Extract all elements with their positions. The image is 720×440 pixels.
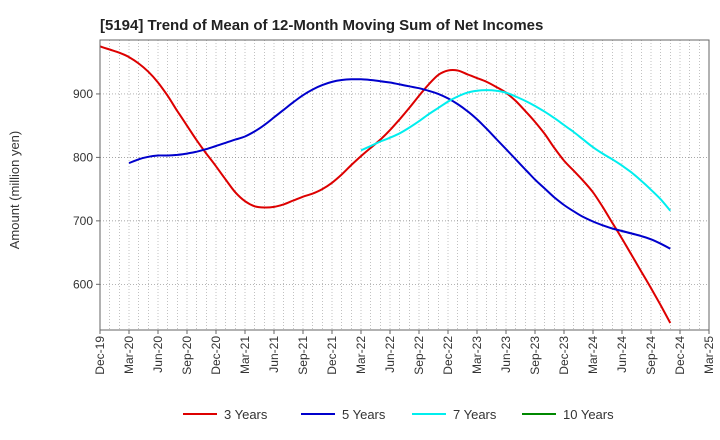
x-tick-label: Mar-20 (122, 336, 136, 374)
legend-label-5-years: 5 Years (342, 407, 386, 422)
x-tick-label: Mar-21 (238, 336, 252, 374)
x-tick-label: Sep-20 (180, 336, 194, 375)
x-tick-label: Dec-20 (209, 336, 223, 375)
x-tick-label: Jun-21 (267, 336, 281, 373)
x-tick-label: Sep-23 (528, 336, 542, 375)
chart-title: [5194] Trend of Mean of 12-Month Moving … (100, 17, 543, 34)
x-tick-label: Mar-22 (354, 336, 368, 374)
series-line-3-years (99, 45, 672, 324)
series-line-5-years (128, 78, 671, 250)
y-tick-label: 600 (73, 277, 93, 291)
x-tick-label: Sep-24 (644, 336, 658, 375)
grid (99, 40, 710, 330)
x-tick-label: Dec-21 (325, 336, 339, 375)
x-tick-label: Dec-23 (557, 336, 571, 375)
y-axis-ticks: 600 700 800 900 (73, 87, 100, 291)
x-tick-label: Sep-21 (296, 336, 310, 375)
x-tick-label: Mar-24 (586, 336, 600, 374)
x-tick-label: Dec-22 (441, 336, 455, 375)
x-tick-label: Jun-20 (151, 336, 165, 373)
x-tick-label: Sep-22 (412, 336, 426, 375)
y-axis-label: Amount (million yen) (7, 131, 22, 250)
legend-label-3-years: 3 Years (224, 407, 268, 422)
y-tick-label: 900 (73, 87, 93, 101)
y-tick-label: 700 (73, 214, 93, 228)
legend-label-10-years: 10 Years (563, 407, 614, 422)
y-tick-label: 800 (73, 150, 93, 164)
plot-frame (99, 39, 710, 331)
x-tick-label: Dec-24 (673, 336, 687, 375)
legend: 3 Years 5 Years 7 Years 10 Years (183, 407, 614, 422)
x-tick-label: Jun-22 (383, 336, 397, 373)
series-lines (99, 45, 672, 324)
x-tick-label: Mar-25 (702, 336, 716, 374)
x-tick-label: Jun-23 (499, 336, 513, 373)
series-line-7-years (360, 89, 672, 212)
legend-label-7-years: 7 Years (453, 407, 497, 422)
x-axis-ticks: Dec-19 Mar-20 Jun-20 Sep-20 Dec-20 Mar-21 Jun-… (93, 330, 716, 375)
x-tick-label: Mar-23 (470, 336, 484, 374)
x-tick-label: Dec-19 (93, 336, 107, 375)
x-tick-label: Jun-24 (615, 336, 629, 373)
